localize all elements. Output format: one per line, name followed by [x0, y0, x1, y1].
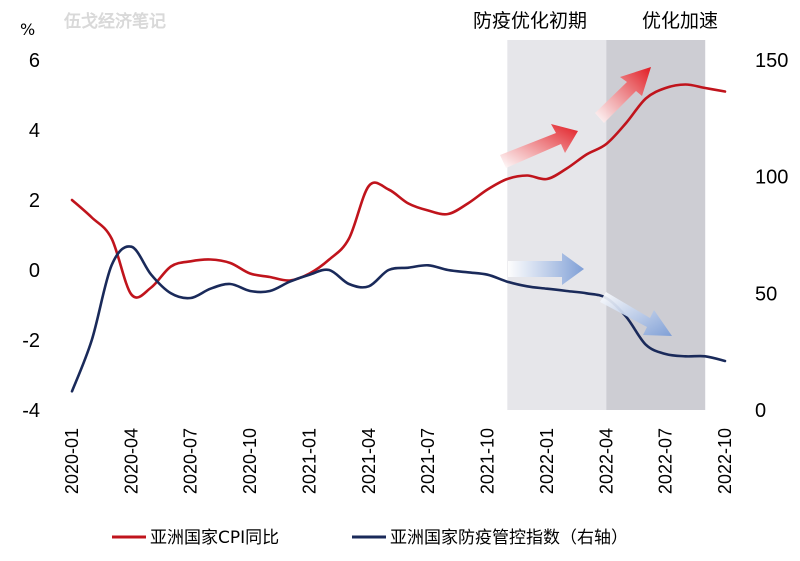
left-tick-label: 0: [29, 260, 40, 282]
x-tick-label: 2021-01: [299, 428, 319, 494]
shaded-region-1: [507, 40, 607, 410]
right-tick-label: 50: [755, 283, 777, 305]
cpi-series-line: [70, 83, 727, 299]
watermark: 伍戈经济笔记: [63, 11, 166, 32]
x-tick-label: 2022-04: [596, 428, 616, 494]
right-tick-label: 100: [755, 167, 788, 189]
x-tick-label: 2021-07: [418, 428, 438, 494]
left-tick-label: 2: [29, 190, 40, 212]
left-tick-label: -4: [22, 400, 40, 422]
left-tick-label: 6: [29, 50, 40, 72]
left-axis-unit: %: [20, 20, 35, 39]
trend-arrows: [500, 67, 672, 336]
legend-label-cpi: 亚洲国家CPI同比: [150, 528, 279, 548]
x-tick-label: 2022-01: [537, 428, 557, 494]
x-tick-label: 2022-10: [715, 428, 735, 494]
x-tick-label: 2022-07: [656, 428, 676, 494]
right-tick-label: 0: [755, 400, 766, 422]
x-axis-ticks: 2020-01 2020-04 2020-07 2020-10 2021-01 2021-…: [62, 428, 735, 494]
cpi-trend-arrow-2: [595, 67, 651, 123]
region-labels: 防疫优化初期 优化加速: [473, 10, 718, 32]
cpi-trend-arrow-1: [500, 124, 578, 168]
right-tick-label: 150: [755, 50, 788, 72]
left-axis-ticks: 6 4 2 0 -2 -4: [22, 50, 40, 422]
right-axis-ticks: 150 100 50 0: [755, 50, 788, 422]
legend: 亚洲国家CPI同比 亚洲国家防疫管控指数（右轴）: [112, 528, 628, 548]
x-tick-label: 2020-07: [181, 428, 201, 494]
x-tick-label: 2020-01: [62, 428, 82, 494]
left-tick-label: 4: [29, 120, 40, 142]
x-tick-label: 2021-10: [478, 428, 498, 494]
x-tick-label: 2020-04: [121, 428, 141, 494]
control-trend-arrow-1: [508, 253, 584, 285]
x-tick-label: 2021-04: [359, 428, 379, 494]
region-label-1: 防疫优化初期: [473, 10, 587, 32]
x-tick-label: 2020-10: [240, 428, 260, 494]
control-trend-arrow-2: [600, 292, 672, 336]
legend-label-control: 亚洲国家防疫管控指数（右轴）: [390, 528, 628, 548]
left-tick-label: -2: [22, 330, 40, 352]
region-label-2: 优化加速: [642, 10, 718, 32]
